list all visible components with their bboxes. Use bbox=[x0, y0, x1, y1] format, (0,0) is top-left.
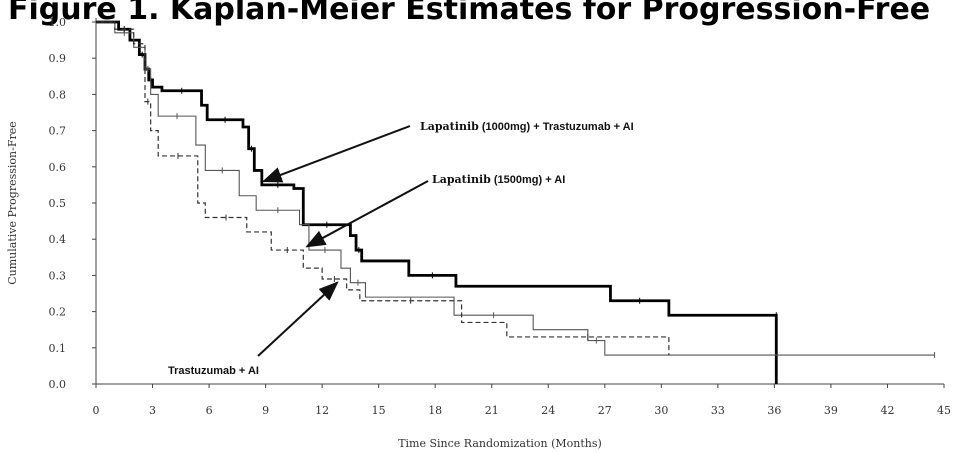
x-axis-label: Time Since Randomization (Months) bbox=[398, 437, 602, 450]
annotation-arrow bbox=[261, 125, 411, 183]
x-tick-label: 24 bbox=[541, 404, 555, 417]
x-tick-label: 36 bbox=[767, 404, 781, 417]
annotation-label-2: Lapatinib (1500mg) + AI bbox=[432, 173, 565, 186]
y-tick-label: 0.2 bbox=[49, 306, 67, 319]
x-tick-label: 6 bbox=[206, 404, 213, 417]
annotation-arrow bbox=[305, 180, 429, 248]
curves bbox=[96, 20, 936, 384]
x-tick-label: 0 bbox=[93, 404, 100, 417]
x-tick-label: 9 bbox=[262, 404, 269, 417]
annotation-label-rest: (1000mg) + Trastuzumab + AI bbox=[479, 121, 634, 133]
annotation-label-drug: Lapatinib bbox=[420, 120, 479, 133]
x-tick-label: 30 bbox=[654, 404, 668, 417]
x-tick-label: 27 bbox=[598, 404, 612, 417]
annotation-label-rest: (1500mg) + AI bbox=[491, 174, 565, 186]
y-tick-label: 0.7 bbox=[49, 125, 67, 138]
y-axis-label: Cumulative Progression-Free bbox=[6, 121, 19, 285]
x-tick-label: 12 bbox=[315, 404, 329, 417]
annotations: Lapatinib (1000mg) + Trastuzumab + AILap… bbox=[168, 120, 634, 377]
x-tick-label: 21 bbox=[485, 404, 499, 417]
y-tick-label: 0.4 bbox=[49, 233, 67, 246]
km-curve-3 bbox=[96, 21, 670, 356]
annotation-arrow bbox=[257, 281, 339, 357]
x-tick-label: 3 bbox=[149, 404, 156, 417]
axes: 0 3 6 9 12 15 18 21 24 27 30 33 36 39 42 450.00.10.20.3… bbox=[49, 16, 952, 417]
annotation-label-rest: Trastuzumab + AI bbox=[168, 365, 259, 377]
annotation-label-1: Lapatinib (1000mg) + Trastuzumab + AI bbox=[420, 120, 634, 133]
y-tick-label: 1.0 bbox=[49, 16, 67, 29]
chart-title: Figure 1. Kaplan-Meier Estimates for Pro… bbox=[8, 0, 931, 27]
y-tick-label: 0.3 bbox=[49, 269, 67, 282]
x-tick-label: 45 bbox=[937, 404, 951, 417]
x-tick-label: 33 bbox=[711, 404, 725, 417]
y-tick-label: 0.6 bbox=[49, 161, 67, 174]
km-curve-2 bbox=[96, 21, 935, 356]
y-tick-label: 0.8 bbox=[49, 88, 67, 101]
x-tick-label: 18 bbox=[428, 404, 442, 417]
y-tick-label: 0.1 bbox=[49, 342, 67, 355]
x-tick-label: 15 bbox=[372, 404, 386, 417]
annotation-label-drug: Lapatinib bbox=[432, 173, 491, 186]
y-tick-label: 0.0 bbox=[49, 378, 67, 391]
y-tick-label: 0.9 bbox=[49, 52, 67, 65]
x-tick-label: 39 bbox=[824, 404, 838, 417]
x-tick-label: 42 bbox=[880, 404, 894, 417]
y-tick-label: 0.5 bbox=[49, 197, 67, 210]
annotation-label-3: Trastuzumab + AI bbox=[168, 365, 259, 377]
